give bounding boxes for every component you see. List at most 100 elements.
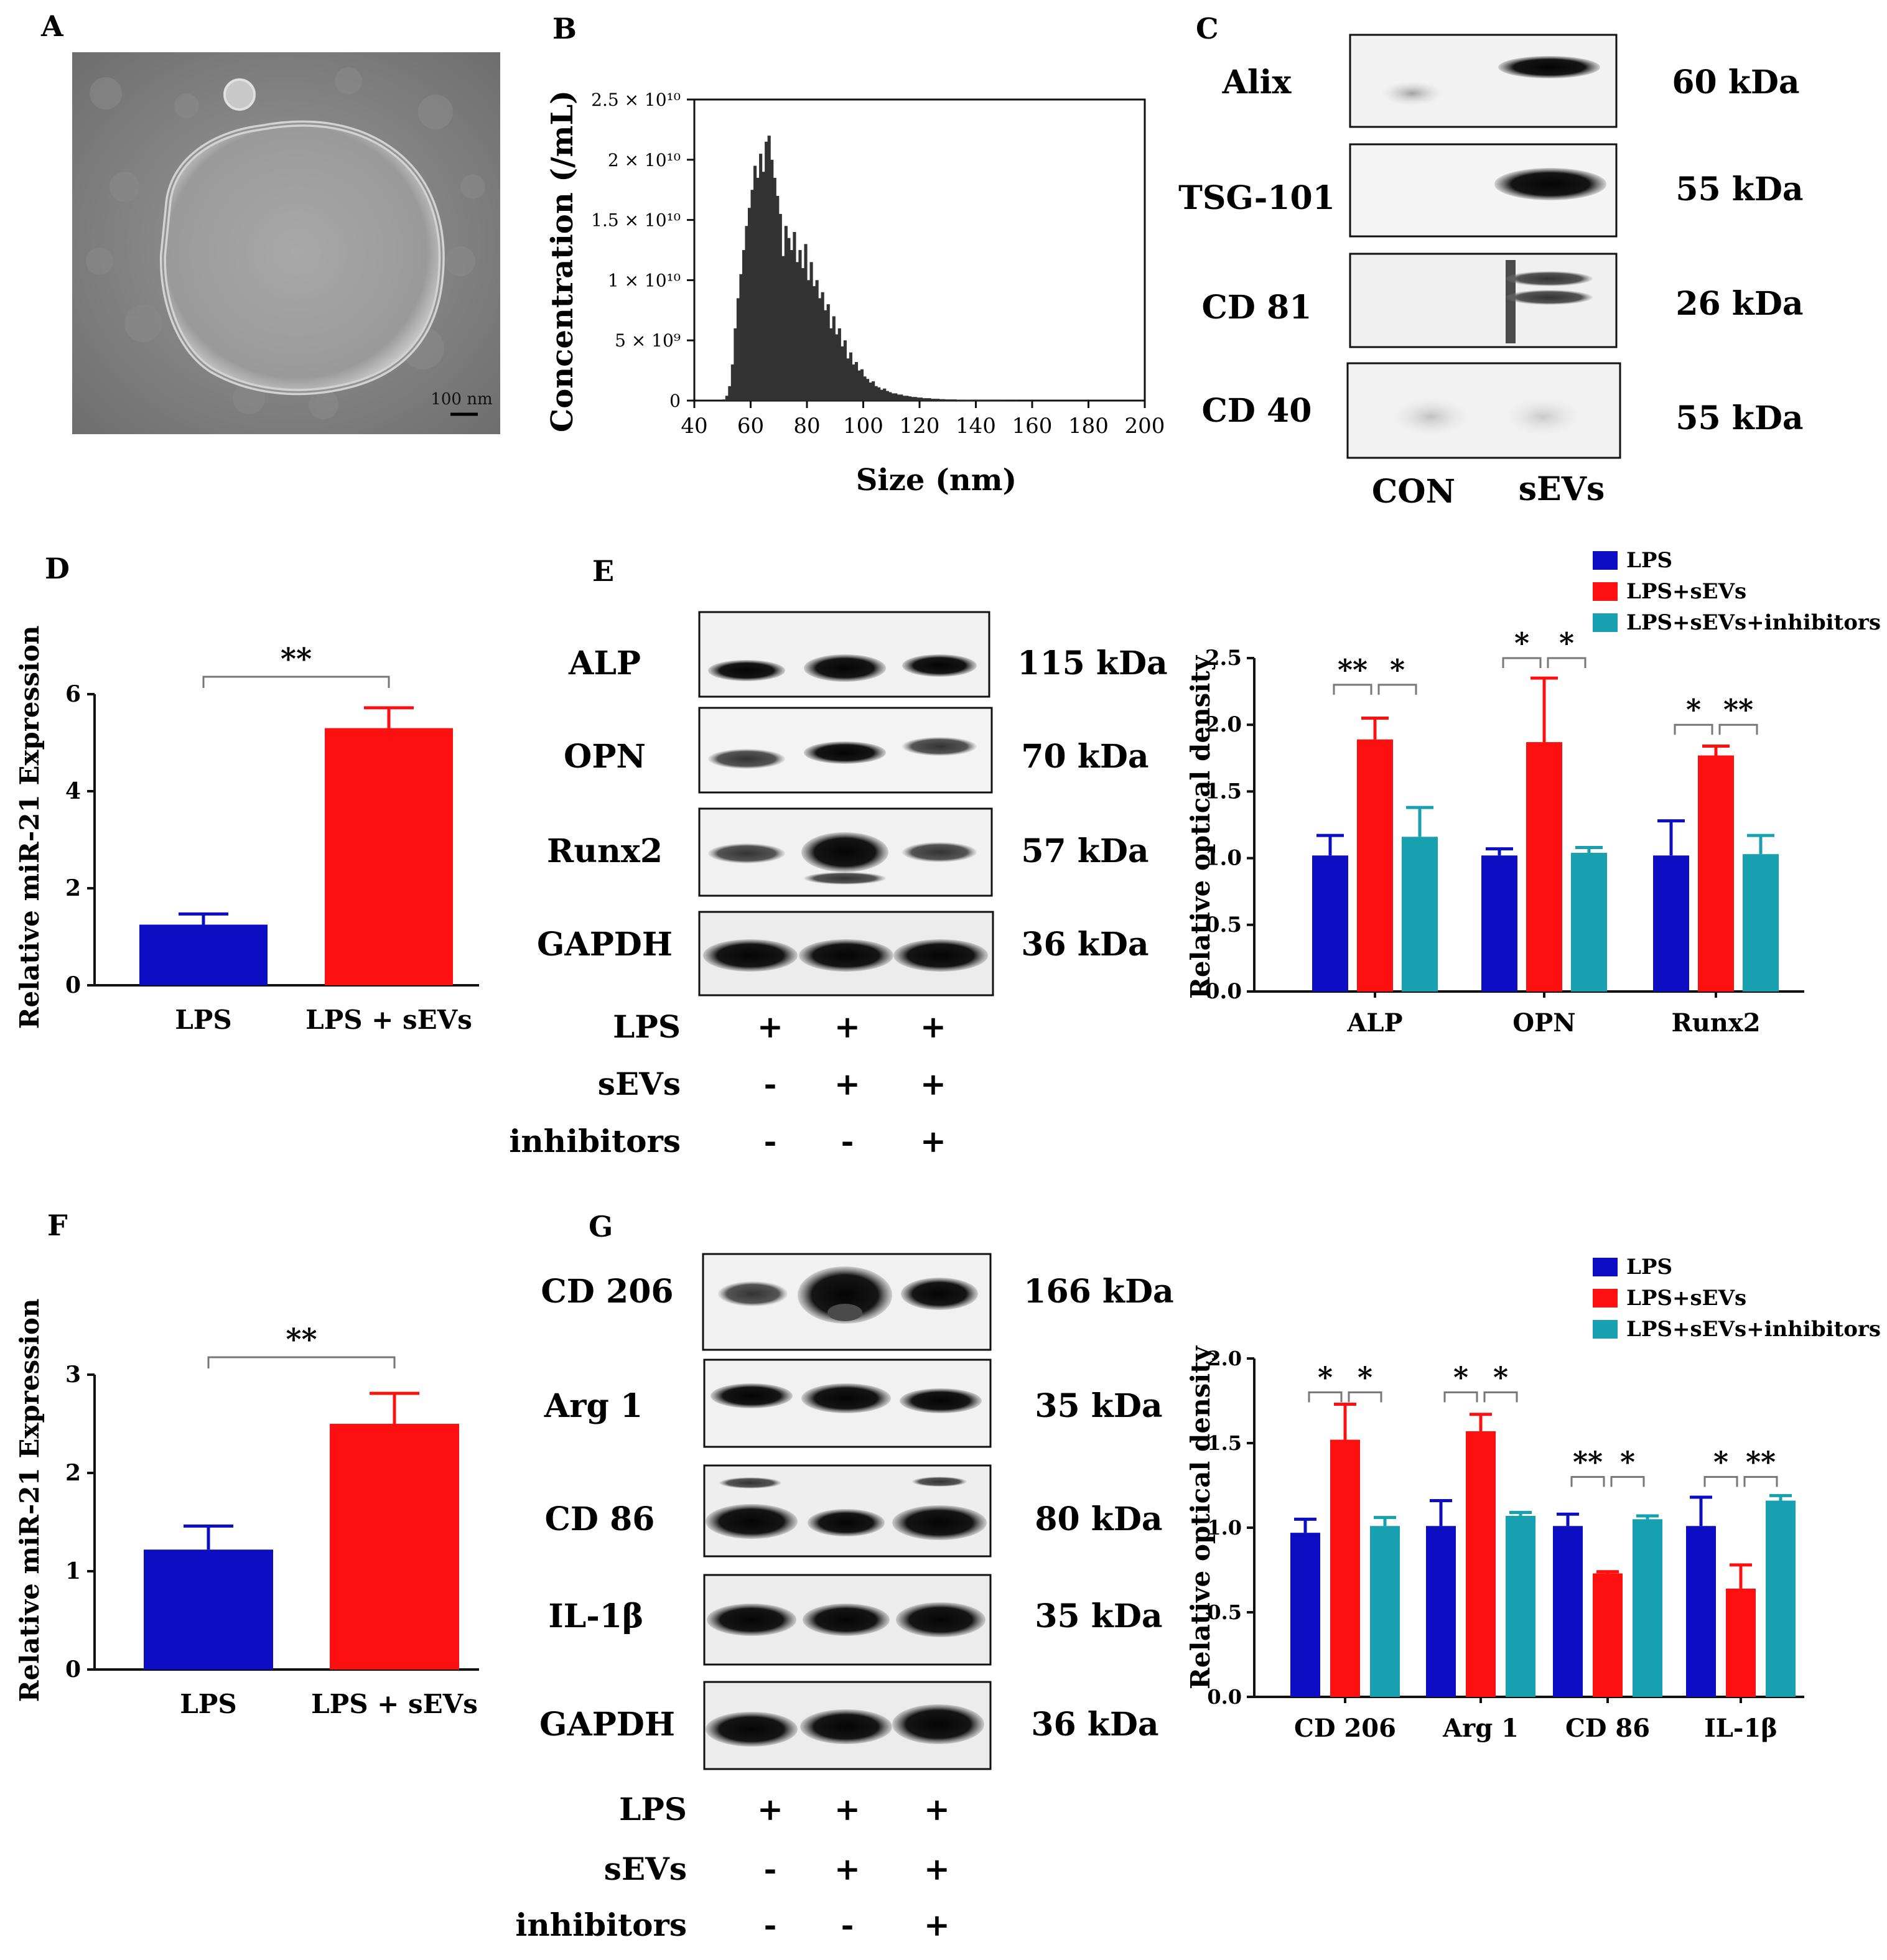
x-tick-label: 60 [737, 414, 764, 439]
legend-label: LPS+sEVs [1626, 1286, 1746, 1311]
significance-bracket [1377, 684, 1417, 695]
x-tick-label: 200 [1125, 414, 1165, 439]
y-tick-label: 3 [65, 1362, 81, 1388]
blot-il1b [703, 1574, 992, 1666]
histogram-bar [992, 400, 996, 401]
histogram-bar [891, 393, 895, 401]
x-tick-label: 80 [793, 414, 820, 439]
y-tick-label: 1.0 [1207, 1516, 1242, 1540]
x-tick-label: OPN [1512, 1008, 1575, 1038]
y-tick-label: 2.5 [1205, 646, 1242, 671]
legend-swatch [1593, 1320, 1618, 1339]
x-tick-label: IL-1β [1704, 1714, 1778, 1743]
protein-label-cd81: CD 81 [1202, 289, 1312, 327]
panel-letter-c: C [1196, 12, 1219, 45]
blot-gapdh-g [703, 1681, 992, 1770]
significance-bracket [202, 676, 390, 688]
histogram-bar [793, 231, 796, 401]
y-tick-label: 2.0 [1207, 1347, 1242, 1370]
significance-label: * [1493, 1360, 1508, 1394]
y-tick-label: 0 [65, 1656, 81, 1683]
histogram-bar [745, 226, 748, 401]
mw-label-opn: 70 kDa [1021, 738, 1149, 776]
histogram-bar [953, 399, 957, 401]
treatment-mark: + [920, 1066, 946, 1102]
legend-label: LPS+sEVs+inhibitors [1626, 610, 1881, 635]
treatment-mark: - [764, 1066, 777, 1102]
mw-label-alix: 60 kDa [1672, 63, 1799, 101]
legend-swatch [1593, 551, 1618, 570]
protein-label-cd40: CD 40 [1202, 392, 1312, 430]
y-tick-label: 1.0 [1205, 846, 1242, 871]
histogram-bar [753, 165, 757, 401]
histogram-bar [750, 190, 754, 401]
protein-label-il1b: IL-1β [548, 1597, 643, 1635]
blot-tsg101 [1349, 143, 1618, 238]
blot-alp [698, 611, 990, 698]
histogram-bar [837, 328, 841, 401]
bar [1506, 1515, 1535, 1697]
bar [1426, 1526, 1456, 1697]
bar [1290, 1533, 1320, 1697]
treatment-mark: - [764, 1123, 777, 1159]
y-axis-label: Relative miR-21 Expression [14, 626, 45, 1029]
bar [1312, 855, 1348, 992]
chart-g: Relative optical density 0.0 0.5 1.0 1.5 2.0… [1185, 1345, 1804, 1743]
histogram-bar [852, 364, 855, 401]
protein-label-arg1: Arg 1 [544, 1387, 643, 1425]
histogram-bar [776, 195, 780, 401]
nta-histogram: 40 60 80 100 120 140 160 180 200 0 5 × 10⁹ 1 × 10¹⁰… [545, 90, 1165, 498]
treatment-mark: - [764, 1907, 777, 1943]
histogram-bar [866, 379, 870, 401]
bar [1553, 1526, 1583, 1697]
mw-label-gapdh: 36 kDa [1021, 926, 1149, 964]
histogram-bar [804, 244, 808, 401]
mw-label-tsg101: 55 kDa [1675, 170, 1803, 208]
x-tick-label: 140 [956, 414, 996, 439]
histogram-bar [928, 398, 931, 401]
mw-label-cd206: 166 kDa [1023, 1273, 1173, 1311]
mw-label-cd86: 80 kDa [1035, 1500, 1162, 1538]
blot-cd40 [1346, 362, 1621, 459]
histogram-bar [736, 298, 740, 401]
panel-letter-g: G [589, 1210, 613, 1243]
x-tick-label: 40 [681, 414, 707, 439]
legend-swatch [1593, 1289, 1618, 1307]
treatment-label: LPS [613, 1008, 681, 1045]
blot-gapdh-e [698, 911, 994, 996]
blot-cd206 [702, 1253, 992, 1351]
histogram-bar [939, 399, 943, 401]
bar [1633, 1519, 1662, 1697]
bar [1698, 755, 1734, 992]
y-tick-label: 2.5 × 10¹⁰ [591, 90, 681, 110]
bar [1357, 739, 1393, 992]
histogram-bar [770, 159, 774, 401]
significance-label: ** [286, 1322, 317, 1357]
significance-label: * [1620, 1445, 1635, 1479]
y-tick-label: 1.5 × 10¹⁰ [591, 210, 681, 231]
treatment-mark: + [757, 1791, 783, 1828]
y-tick-label: 2.0 [1205, 712, 1242, 737]
y-tick-label: 2 [65, 1460, 81, 1486]
legend-swatch [1593, 582, 1618, 601]
significance-label: * [1390, 653, 1405, 687]
x-tick-label: ALP [1346, 1008, 1402, 1038]
histogram-bar [730, 364, 734, 401]
histogram-bar [950, 399, 954, 401]
significance-bracket [1502, 657, 1542, 668]
histogram-bar [756, 177, 760, 401]
blot-opn [698, 707, 993, 794]
scale-bar-label: 100 nm [431, 390, 492, 409]
histogram-bar [936, 399, 940, 401]
histogram-bar [815, 280, 819, 401]
significance-label: * [1318, 1360, 1333, 1394]
histogram-bar [795, 262, 799, 401]
significance-label: * [1713, 1445, 1728, 1479]
y-tick-label: 2 × 10¹⁰ [608, 150, 681, 170]
histogram-bar [911, 397, 915, 401]
y-tick-label: 2 [65, 875, 81, 901]
bar [325, 728, 453, 985]
x-axis-label: Size (nm) [856, 463, 1017, 498]
histogram-bar [773, 177, 776, 401]
histogram-bar [728, 386, 732, 401]
